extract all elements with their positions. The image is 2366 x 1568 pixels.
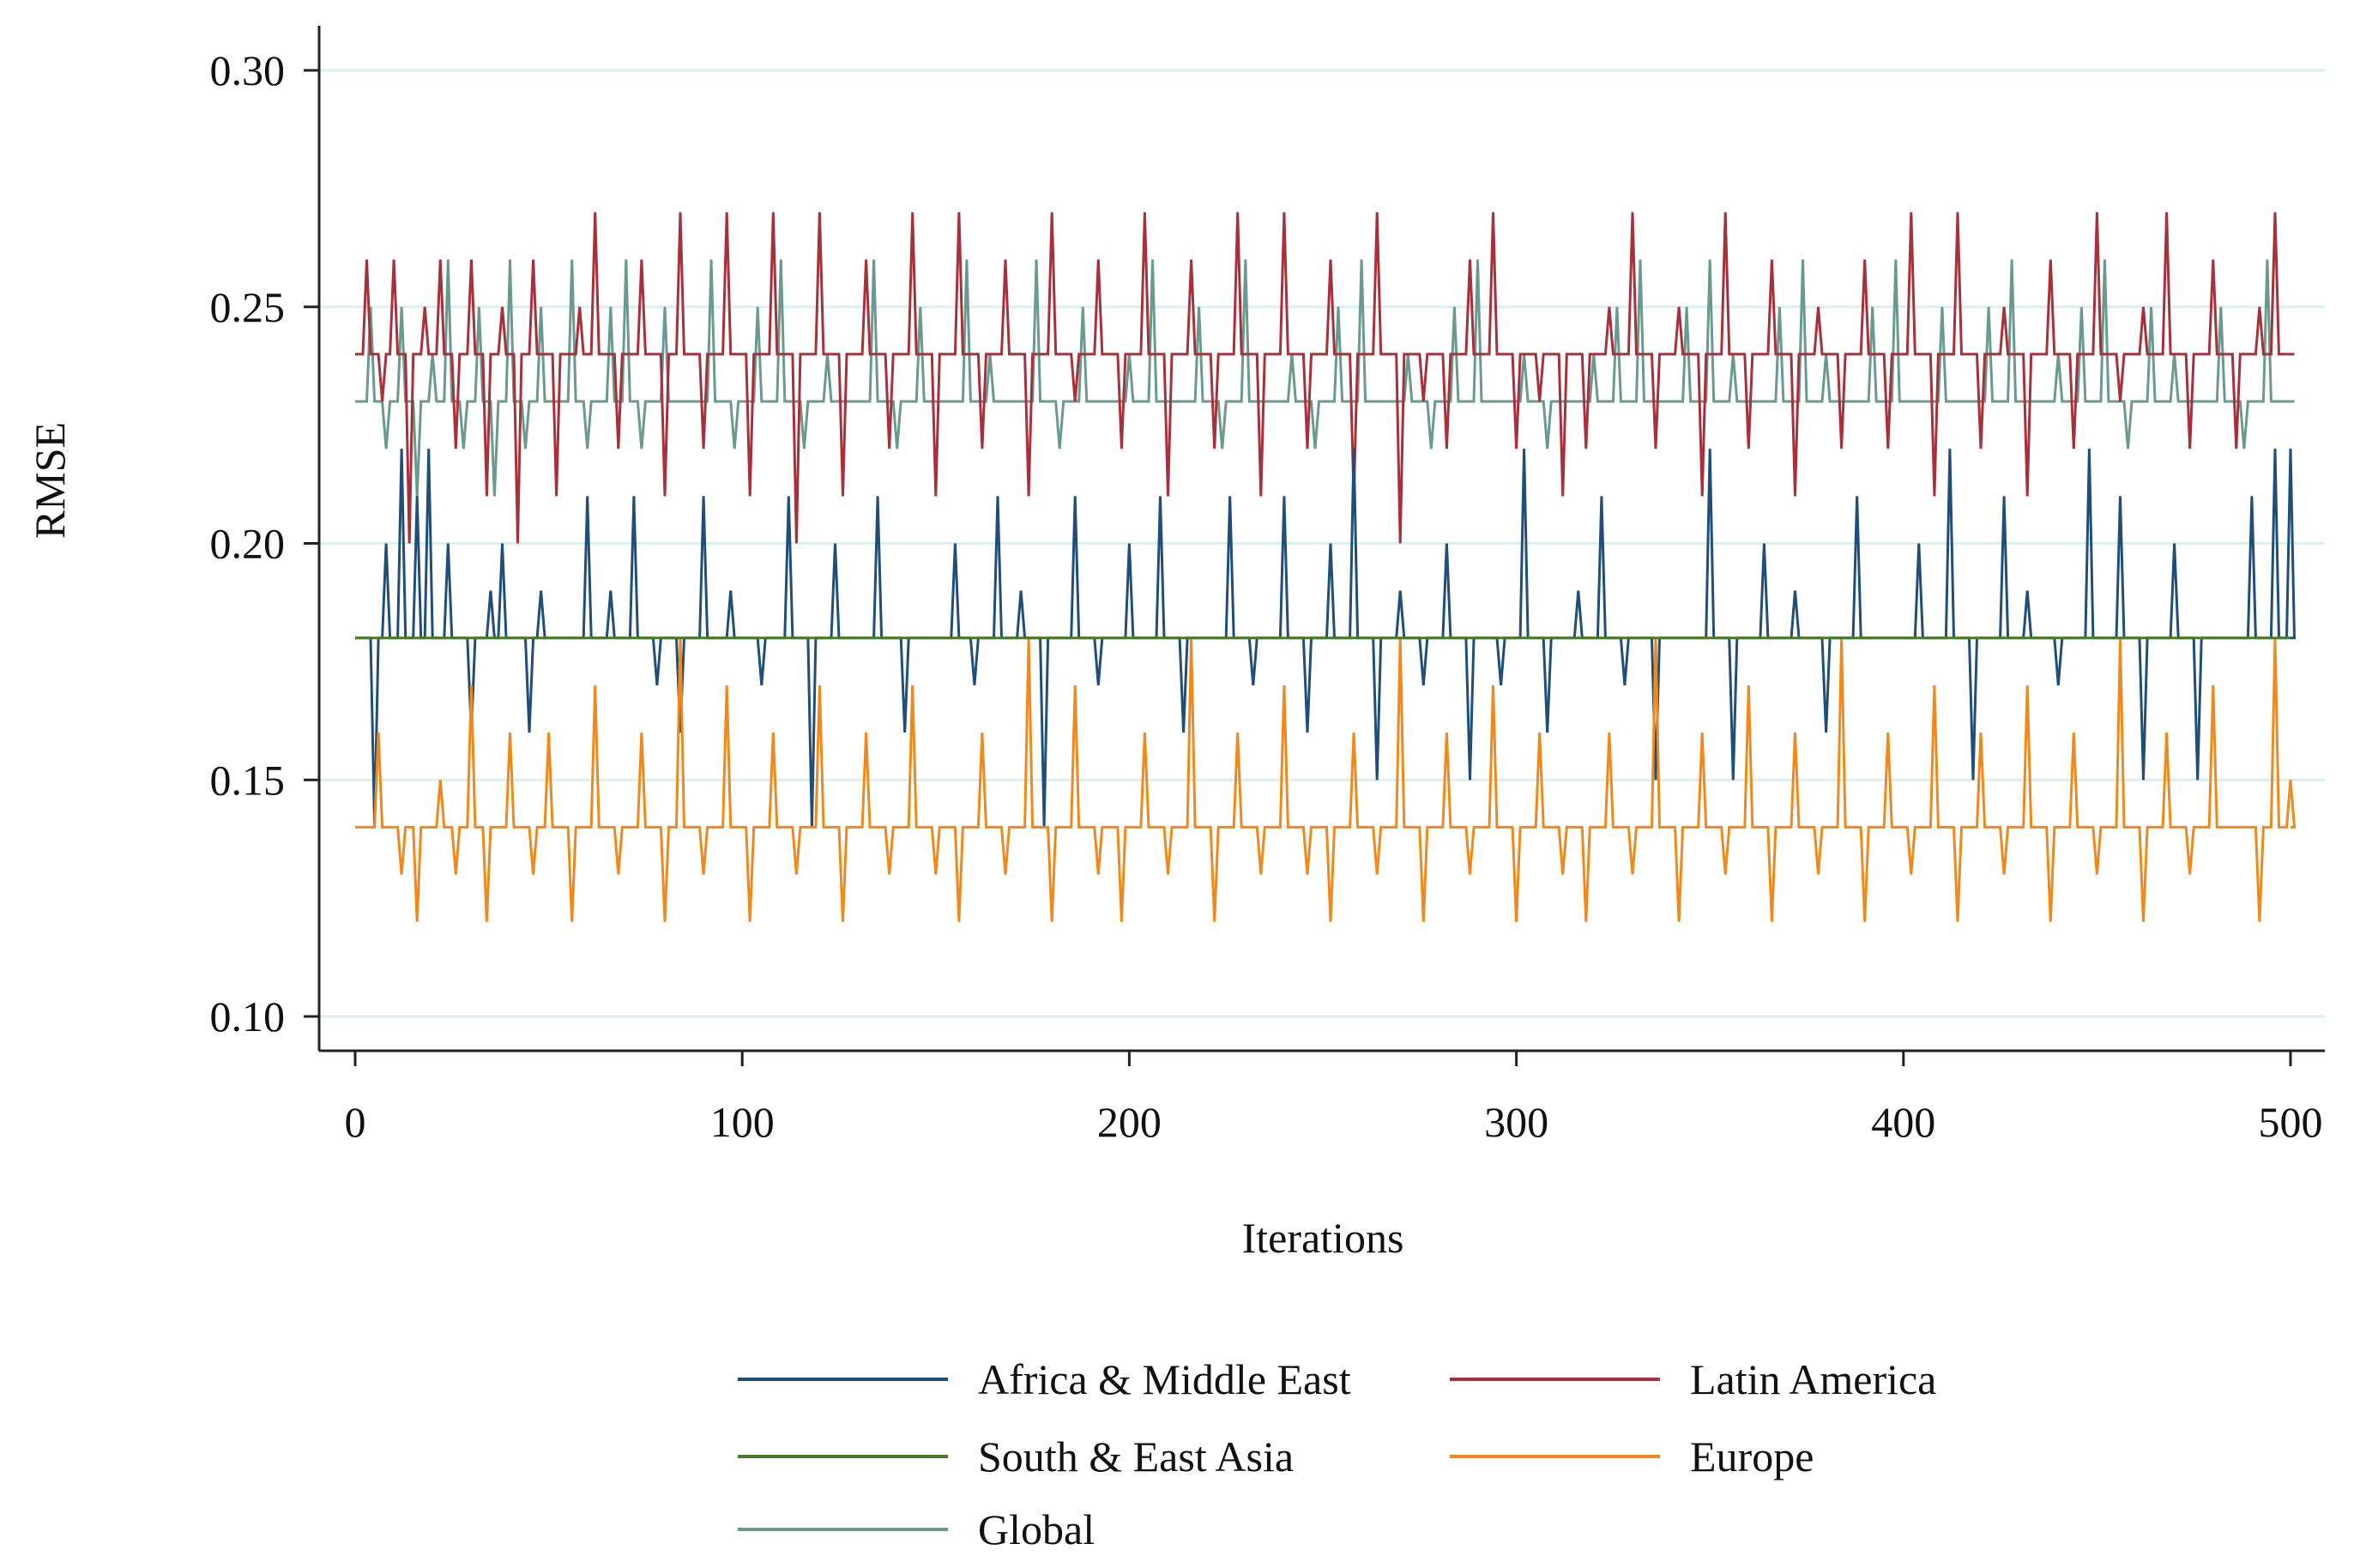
legend-label-south-east-asia: South & East Asia [978, 1432, 1294, 1481]
x-tick-label-0: 0 [345, 1098, 366, 1146]
x-tick-label-4: 400 [1871, 1098, 1935, 1146]
x-axis-title: Iterations [1242, 1214, 1404, 1262]
y-tick-label-0: 0.10 [210, 992, 286, 1040]
series-line-global [355, 259, 2295, 497]
series-line-europe [355, 637, 2297, 922]
x-tick-label-3: 300 [1484, 1098, 1548, 1146]
axes: 0.10 0.15 0.20 0.25 0.30 0 100 200 300 400 500 [210, 26, 2325, 1146]
x-tick-label-2: 200 [1097, 1098, 1162, 1146]
legend-label-africa-middle-east: Africa & Middle East [978, 1355, 1351, 1403]
legend-label-europe: Europe [1690, 1432, 1814, 1481]
y-tick-label-3: 0.25 [210, 283, 286, 331]
legend-label-latin-america: Latin America [1690, 1355, 1936, 1403]
legend: Africa & Middle East Latin America South &… [738, 1355, 1936, 1553]
x-tick-label-5: 500 [2259, 1098, 2323, 1146]
legend-label-global: Global [978, 1505, 1095, 1553]
series-line-latin-america [355, 212, 2295, 544]
y-tick-label-2: 0.20 [210, 520, 286, 568]
grid-lines [319, 69, 2325, 1018]
series-layer [355, 212, 2297, 922]
x-tick-label-1: 100 [710, 1098, 775, 1146]
y-tick-label-4: 0.30 [210, 46, 286, 94]
y-axis-title: RMSE [26, 422, 74, 539]
y-tick-label-1: 0.15 [210, 756, 286, 804]
